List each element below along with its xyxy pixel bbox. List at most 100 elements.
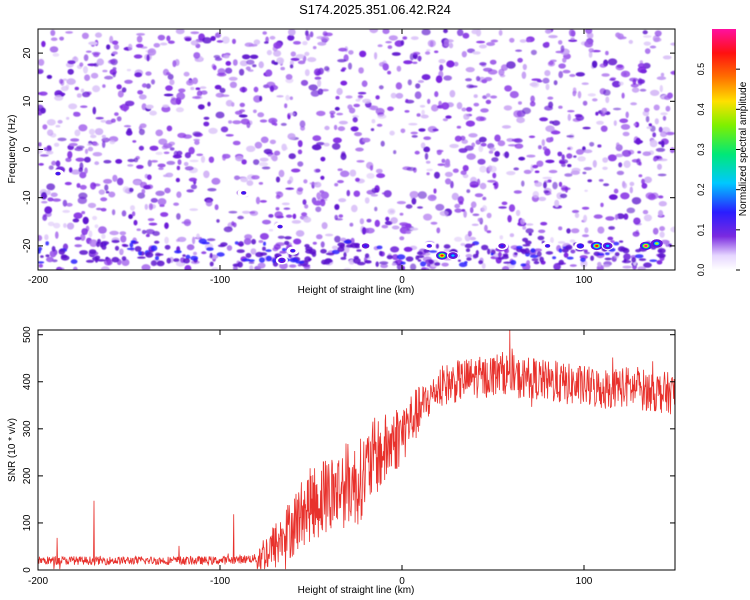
spectrogram-cell: [196, 153, 204, 157]
spectrogram-cell: [561, 187, 571, 191]
spectrogram-cell: [111, 40, 119, 45]
spectrogram-cell: [166, 35, 171, 42]
spectrogram-cell: [45, 254, 50, 258]
spectrogram-cell: [588, 51, 593, 58]
colorbar-tick-label: 0.2: [696, 183, 706, 196]
spectrogram-cell: [337, 168, 343, 171]
spectrogram-cell: [95, 32, 102, 38]
spectrogram-cell: [662, 55, 672, 60]
spectrogram-cell: [602, 264, 611, 268]
spectrogram-cell: [163, 93, 174, 97]
spectrogram-cell: [188, 177, 197, 182]
spectrogram-cell: [205, 199, 213, 207]
spectrogram-cell: [125, 100, 135, 107]
spectrogram-cell: [529, 254, 539, 258]
spectrogram-cell: [67, 60, 76, 65]
spectrogram-cell: [385, 41, 392, 44]
spectrogram-hotspot: [427, 244, 431, 247]
spectrogram-cell: [654, 30, 662, 37]
spectrogram-cell: [503, 105, 513, 111]
spectrogram-cell: [83, 54, 89, 62]
spectrogram-cell: [138, 128, 145, 136]
spectrogram-cell: [557, 151, 563, 157]
spectrogram-cell: [271, 155, 278, 162]
spectrogram-cell: [337, 180, 344, 184]
spectrogram-cell: [232, 140, 241, 146]
spectrogram-cell: [147, 48, 157, 56]
spectrogram-cell: [324, 258, 333, 264]
spectrogram-cell: [402, 36, 408, 40]
spectrogram-cell: [122, 244, 129, 248]
spectrogram-cell: [80, 88, 85, 93]
spectrogram-cell: [315, 206, 322, 213]
spectrogram-y-tick-label: 0: [22, 146, 33, 152]
spectrogram-cell: [513, 167, 519, 171]
spectrogram-cell: [616, 142, 620, 148]
spectrogram-hotspot: [644, 244, 648, 247]
spectrogram-cell: [456, 102, 463, 110]
spectrogram-cell: [555, 50, 564, 54]
spectrogram-cell: [522, 63, 527, 71]
spectrogram-cell: [168, 40, 175, 44]
spectrogram-cell: [50, 29, 56, 36]
spectrogram-cell: [545, 251, 554, 255]
spectrogram-cell: [613, 120, 617, 126]
spectrogram-cell: [239, 68, 245, 76]
colorbar-label: Normalized spectral amplitude: [738, 81, 749, 216]
spectrogram-cell: [304, 204, 309, 209]
spectrogram-cell: [457, 259, 461, 262]
spectrogram-cell: [383, 190, 392, 198]
spectrogram-cell: [516, 117, 525, 124]
spectrogram-cell: [334, 214, 339, 220]
spectrogram-cell: [427, 39, 436, 48]
spectrogram-cell: [79, 250, 88, 255]
spectrogram-cell: [414, 91, 422, 99]
spectrogram-cell: [592, 98, 598, 102]
spectrogram-cell: [146, 184, 154, 190]
spectrogram-cell: [498, 206, 507, 209]
spectrogram-cell: [73, 212, 83, 219]
spectrogram-cell: [615, 153, 624, 158]
spectrogram-cell: [396, 254, 406, 260]
spectrogram-cell: [405, 98, 409, 103]
spectrogram-cell: [465, 78, 472, 82]
spectrogram-cell: [153, 43, 161, 48]
spectrogram-cell: [173, 202, 180, 206]
spectrogram-cell: [652, 132, 657, 138]
spectrogram-cell: [338, 198, 347, 203]
spectrogram-cell: [520, 263, 527, 267]
spectrogram-cell: [613, 107, 622, 111]
spectrogram-cell: [312, 241, 317, 245]
spectrogram-cell: [465, 107, 473, 112]
spectrogram-cell: [598, 179, 604, 182]
spectrogram-cell: [476, 40, 486, 44]
spectrogram-cell: [293, 41, 301, 45]
spectrogram-cell: [176, 92, 186, 100]
spectrogram-cell: [320, 241, 325, 248]
spectrogram-cell: [295, 54, 304, 60]
spectrogram-cell: [102, 69, 108, 73]
spectrogram-cell: [200, 90, 208, 95]
spectrogram-hotspot: [56, 172, 60, 175]
spectrogram-cell: [577, 91, 582, 99]
spectrogram-cell: [531, 81, 540, 88]
spectrogram-cell: [638, 174, 643, 178]
spectrogram-cell: [155, 129, 163, 137]
spectrogram-cell: [515, 49, 522, 52]
spectrogram-cell: [633, 123, 637, 126]
spectrogram-cell: [480, 142, 487, 147]
spectrogram-cell: [412, 61, 418, 64]
spectrogram-cell: [175, 29, 185, 35]
spectrogram-cell: [190, 184, 197, 190]
spectrogram-cell: [601, 107, 608, 114]
snr-x-tick-label: 0: [399, 576, 405, 587]
spectrogram-cell: [100, 207, 107, 212]
spectrogram-hotspot: [578, 244, 582, 247]
spectrogram-cell: [121, 256, 127, 261]
spectrogram-cell: [618, 81, 624, 86]
spectrogram-cell: [252, 64, 257, 68]
spectrogram-cell: [158, 138, 168, 145]
spectrogram-cell: [487, 179, 497, 183]
spectrogram-cell: [331, 143, 341, 150]
spectrogram-cell: [665, 131, 675, 136]
